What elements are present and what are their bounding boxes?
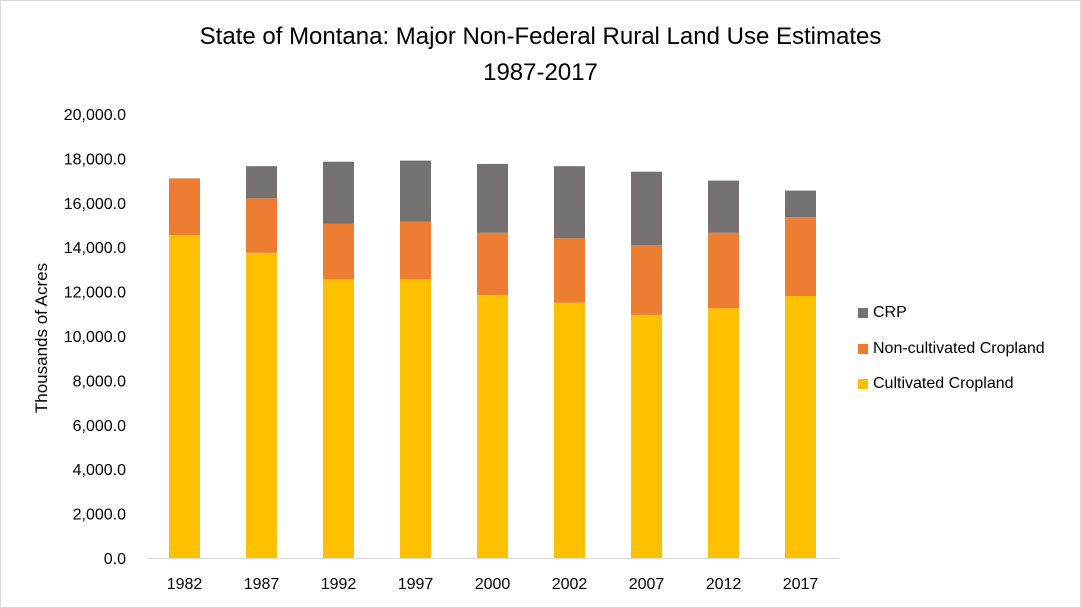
legend-item-non-cultivated-cropland: Non-cultivated Cropland bbox=[858, 339, 1045, 359]
bar-crp-2000 bbox=[477, 163, 508, 233]
legend-item-crp: CRP bbox=[858, 303, 907, 323]
legend-item-cultivated-cropland: Cultivated Cropland bbox=[858, 374, 1014, 394]
bar-cultivated-cropland-2017 bbox=[785, 296, 816, 558]
x-tick-label: 1987 bbox=[244, 576, 280, 593]
bar-crp-2007 bbox=[631, 171, 662, 245]
bar-crp-1997 bbox=[400, 160, 431, 222]
bar-crp-1987 bbox=[246, 166, 277, 199]
legend-swatch-crp bbox=[858, 308, 868, 318]
y-tick-label: 4,000.0 bbox=[73, 462, 126, 479]
legend-label-cultivated-cropland: Cultivated Cropland bbox=[873, 375, 1014, 392]
bar-cultivated-cropland-2007 bbox=[631, 314, 662, 558]
legend-swatch-cultivated-cropland bbox=[858, 379, 868, 389]
chart-subtitle: 1987-2017 bbox=[483, 59, 598, 86]
bar-cultivated-cropland-1987 bbox=[246, 252, 277, 558]
bar-non-cultivated-cropland-1982 bbox=[169, 178, 200, 235]
bar-cultivated-cropland-2002 bbox=[554, 302, 585, 558]
y-tick-label: 16,000.0 bbox=[64, 196, 126, 213]
bar-cultivated-cropland-2000 bbox=[477, 294, 508, 558]
chart-title: State of Montana: Major Non-Federal Rura… bbox=[199, 23, 882, 50]
y-tick-label: 18,000.0 bbox=[64, 151, 126, 168]
bar-non-cultivated-cropland-1997 bbox=[400, 221, 431, 280]
bar-cultivated-cropland-2012 bbox=[708, 308, 739, 558]
legend-swatch-non-cultivated-cropland bbox=[858, 344, 868, 354]
bar-non-cultivated-cropland-2002 bbox=[554, 238, 585, 303]
bar-cultivated-cropland-1992 bbox=[323, 279, 354, 558]
y-tick-label: 8,000.0 bbox=[73, 373, 126, 390]
bar-non-cultivated-cropland-2012 bbox=[708, 232, 739, 309]
x-tick-label: 2000 bbox=[475, 576, 511, 593]
y-tick-label: 10,000.0 bbox=[64, 329, 126, 346]
x-tick-label: 1982 bbox=[167, 576, 203, 593]
x-tick-label: 2002 bbox=[552, 576, 588, 593]
x-tick-label: 2017 bbox=[783, 576, 819, 593]
bar-crp-2012 bbox=[708, 180, 739, 233]
y-tick-label: 0.0 bbox=[104, 551, 126, 568]
legend-label-non-cultivated-cropland: Non-cultivated Cropland bbox=[873, 340, 1045, 357]
bar-crp-1992 bbox=[323, 161, 354, 224]
bar-cultivated-cropland-1997 bbox=[400, 279, 431, 558]
y-tick-label: 2,000.0 bbox=[73, 507, 126, 524]
bar-cultivated-cropland-1982 bbox=[169, 234, 200, 559]
y-tick-label: 20,000.0 bbox=[64, 107, 126, 124]
bar-non-cultivated-cropland-2017 bbox=[785, 217, 816, 297]
x-tick-label: 2012 bbox=[706, 576, 742, 593]
bar-crp-2017 bbox=[785, 190, 816, 218]
x-tick-label: 1992 bbox=[321, 576, 357, 593]
bar-crp-2002 bbox=[554, 166, 585, 239]
bar-non-cultivated-cropland-1987 bbox=[246, 198, 277, 253]
y-tick-label: 14,000.0 bbox=[64, 240, 126, 257]
y-tick-label: 12,000.0 bbox=[64, 285, 126, 302]
bar-non-cultivated-cropland-2000 bbox=[477, 232, 508, 295]
y-tick-label: 6,000.0 bbox=[73, 418, 126, 435]
bar-non-cultivated-cropland-2007 bbox=[631, 244, 662, 315]
legend-label-crp: CRP bbox=[873, 304, 907, 321]
x-tick-label: 1997 bbox=[398, 576, 434, 593]
x-tick-label: 2007 bbox=[629, 576, 665, 593]
bar-non-cultivated-cropland-1992 bbox=[323, 223, 354, 280]
